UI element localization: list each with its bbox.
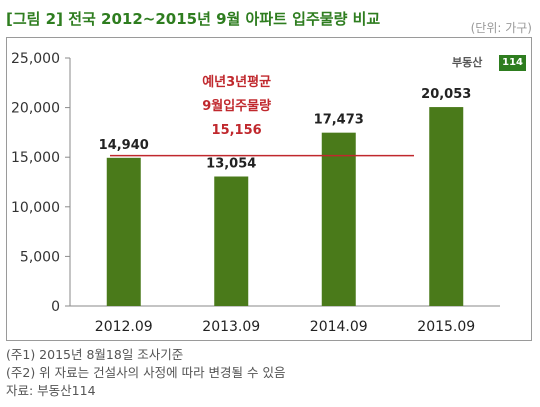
y-tick-label: 0	[51, 299, 60, 315]
data-label: 13,054	[206, 157, 256, 172]
data-label: 20,053	[421, 87, 471, 102]
x-tick-label: 2012.09	[95, 319, 153, 335]
y-tick-label: 15,000	[11, 150, 60, 166]
bar	[214, 176, 249, 306]
data-label: 14,940	[99, 138, 149, 153]
bar-chart: 0 5,000 10,000 15,000 20,000 25,000 14,940 2012…	[11, 51, 500, 335]
footnotes: (주1) 2015년 8월18일 조사기준 (주2) 위 자료는 건설사의 사정…	[6, 346, 286, 400]
reference-annotation: 15,156	[212, 123, 262, 138]
footnote-2: (주2) 위 자료는 건설사의 사정에 따라 변경될 수 있음	[6, 365, 286, 380]
source-note: 자료: 부동산114	[6, 383, 96, 398]
logo-text: 부동산	[452, 56, 483, 69]
y-tick-label: 25,000	[11, 51, 60, 67]
y-tick-label: 20,000	[11, 101, 60, 117]
reference-annotation: 9월입주물량	[202, 98, 271, 114]
brand-logo: 부동산 114	[452, 54, 526, 72]
reference-annotation: 예년3년평균	[202, 74, 271, 90]
x-tick-label: 2013.09	[202, 319, 260, 335]
bar	[321, 132, 356, 306]
logo-number: 114	[499, 55, 526, 71]
chart-title: [그림 2] 전국 2012~2015년 9월 아파트 입주물량 비교	[6, 10, 381, 28]
bar	[106, 157, 141, 306]
y-tick-label: 5,000	[20, 249, 60, 265]
unit-label: (단위: 가구)	[470, 21, 532, 35]
bar	[429, 107, 464, 306]
footnote-1: (주1) 2015년 8월18일 조사기준	[6, 347, 184, 362]
data-label: 17,473	[314, 113, 364, 128]
x-tick-label: 2014.09	[310, 319, 368, 335]
y-tick-label: 10,000	[11, 200, 60, 216]
x-tick-label: 2015.09	[417, 319, 475, 335]
